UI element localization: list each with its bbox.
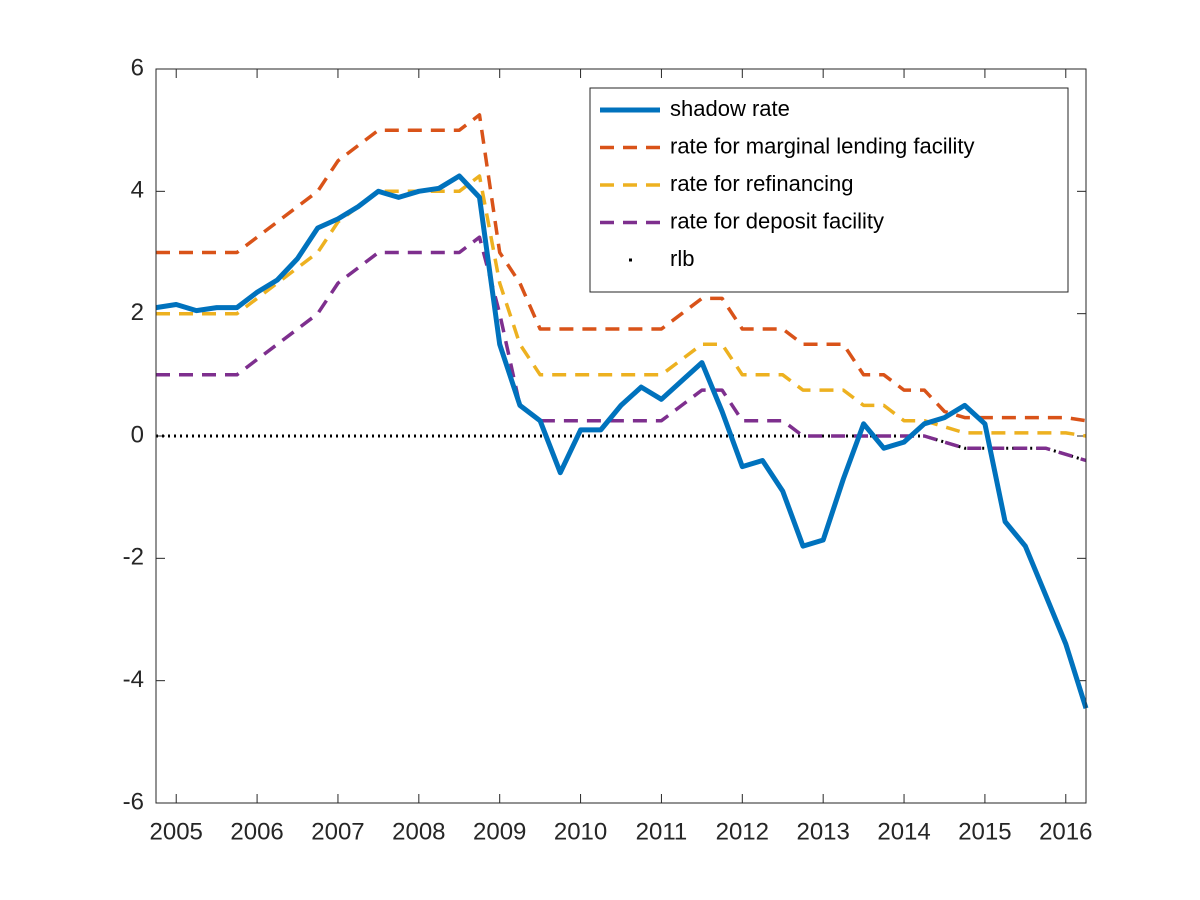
x-tick-label: 2015 [958,818,1011,845]
x-tick-label: 2013 [796,818,849,845]
x-tick-label: 2010 [554,818,607,845]
legend-box [589,87,1069,293]
x-tick-label: 2009 [473,818,526,845]
series-line [155,173,1089,709]
legend-label: rlb [670,246,694,271]
x-tick-label: 2008 [392,818,445,845]
series-line [156,113,1087,423]
legend-label: shadow rate [670,96,790,121]
x-tick-label: 2007 [311,818,364,845]
legend-swatch [629,258,632,262]
y-tick-label: -4 [123,666,144,693]
y-tick-label: 4 [131,177,144,204]
legend-label: rate for refinancing [670,171,853,196]
x-tick-label: 2005 [150,818,203,845]
series-line [156,235,1087,463]
y-tick-label: 2 [131,299,144,326]
y-tick-label: -6 [123,788,144,815]
y-tick-label: 0 [131,421,144,448]
y-tick-label: -2 [123,544,144,571]
x-tick-label: 2014 [877,818,930,845]
x-tick-label: 2006 [230,818,283,845]
axes-box [155,68,1087,804]
legend-label: rate for deposit facility [670,208,884,233]
x-tick-label: 2012 [716,818,769,845]
x-tick-label: 2016 [1039,818,1092,845]
legend: shadow rate rate for marginal lending fac… [589,87,1069,293]
y-tick-label: 6 [131,54,144,81]
x-tick-label: 2011 [636,818,688,845]
legend-label: rate for marginal lending facility [670,133,974,158]
